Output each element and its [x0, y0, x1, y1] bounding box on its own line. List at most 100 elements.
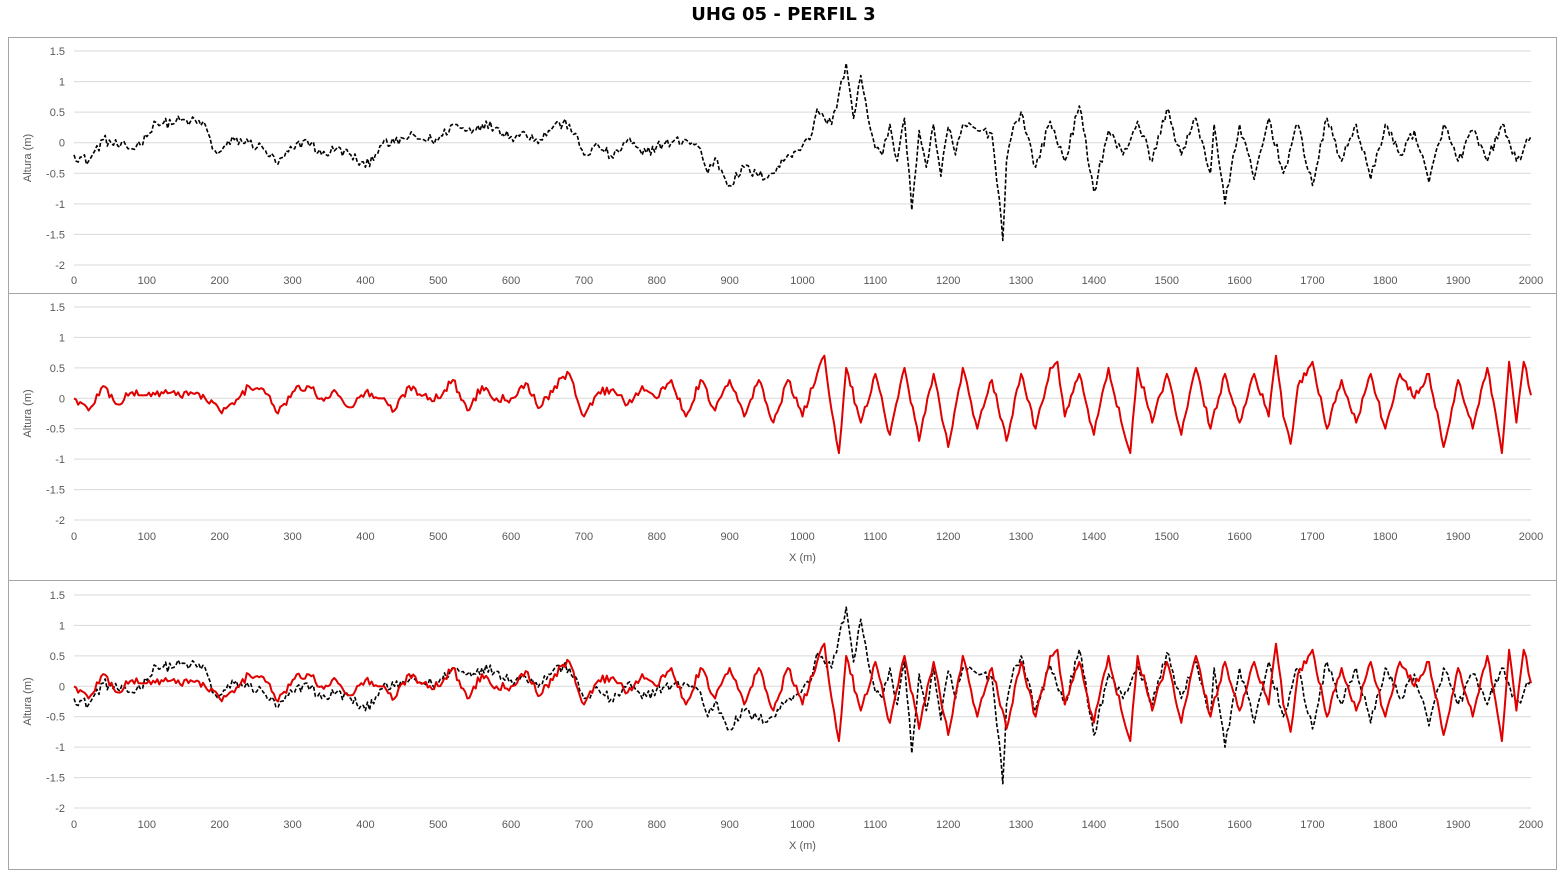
x-tick-label: 1000	[790, 819, 814, 831]
y-tick-label: -1.5	[46, 773, 65, 785]
y-tick-label: 0.5	[50, 107, 65, 119]
x-tick-label: 1400	[1082, 819, 1106, 831]
x-tick-label: 1800	[1373, 819, 1397, 831]
x-tick-label: 700	[575, 531, 593, 543]
y-axis-label: Altura (m)	[22, 389, 34, 437]
x-tick-label: 1500	[1155, 819, 1179, 831]
x-tick-label: 1100	[864, 275, 888, 287]
x-tick-label: 500	[429, 531, 447, 543]
series-line-red-solid	[73, 642, 1532, 743]
x-tick-label: 700	[575, 275, 593, 287]
series-line-black-dashed	[73, 606, 1532, 785]
x-tick-label: 600	[502, 819, 520, 831]
chart-panel-bottom: 1.5 1 0.5 0 -0.5 -1 -1.5 -2 0 100 200 300 400 500 600 7…	[8, 580, 1557, 870]
chart-panel-top: 1.5 1 0.5 0 -0.5 -1 -1.5 -2 0 100 200 300 400 500 600 7…	[8, 37, 1557, 294]
x-tick-label: 700	[575, 819, 593, 831]
x-tick-label: 400	[356, 275, 374, 287]
x-tick-label: 200	[211, 531, 229, 543]
x-tick-label: 0	[71, 819, 77, 831]
y-tick-label: -2	[55, 803, 65, 815]
x-tick-label: 1500	[1155, 531, 1179, 543]
x-tick-label: 1300	[1009, 531, 1033, 543]
series-line-red-solid	[73, 354, 1532, 455]
x-tick-label: 1300	[1009, 819, 1033, 831]
x-tick-label: 1900	[1446, 275, 1470, 287]
y-tick-label: -1.5	[46, 229, 65, 241]
y-tick-label: 1	[59, 620, 65, 632]
x-tick-label: 100	[138, 275, 156, 287]
x-tick-label: 0	[71, 275, 77, 287]
x-tick-label: 1200	[936, 531, 960, 543]
y-tick-label: 0	[59, 138, 65, 150]
x-tick-label: 2000	[1519, 531, 1543, 543]
chart-panel-middle: 1.5 1 0.5 0 -0.5 -1 -1.5 -2 0 100 200 300 400 500 600 7…	[8, 293, 1557, 581]
y-tick-label: 0	[59, 681, 65, 693]
x-tick-label: 300	[283, 531, 301, 543]
x-tick-label: 0	[71, 531, 77, 543]
x-axis-label: X (m)	[789, 840, 816, 852]
x-tick-label: 1200	[936, 275, 960, 287]
x-tick-label: 1000	[790, 275, 814, 287]
x-tick-label: 2000	[1519, 275, 1543, 287]
x-tick-label: 1400	[1082, 275, 1106, 287]
x-tick-label: 1300	[1009, 275, 1033, 287]
y-tick-label: -1	[55, 199, 65, 211]
y-tick-label: -1	[55, 454, 65, 466]
y-tick-label: 1	[59, 332, 65, 344]
y-axis-label: Altura (m)	[22, 134, 34, 182]
x-tick-label: 1700	[1300, 819, 1324, 831]
y-tick-label: 1.5	[50, 302, 65, 314]
chart-middle-plot: 1.5 1 0.5 0 -0.5 -1 -1.5 -2 0 100 200 300 400 500 600 7…	[22, 302, 1543, 564]
x-tick-label: 1400	[1082, 531, 1106, 543]
x-tick-label: 300	[283, 819, 301, 831]
x-tick-label: 100	[138, 819, 156, 831]
x-tick-label: 1900	[1446, 819, 1470, 831]
x-tick-label: 600	[502, 531, 520, 543]
x-tick-label: 800	[648, 275, 666, 287]
y-tick-label: -1.5	[46, 485, 65, 497]
x-tick-label: 1900	[1446, 531, 1470, 543]
x-tick-label: 1100	[864, 531, 888, 543]
x-tick-label: 200	[211, 275, 229, 287]
y-tick-label: -2	[55, 515, 65, 527]
x-tick-label: 800	[648, 531, 666, 543]
x-tick-label: 300	[283, 275, 301, 287]
y-tick-label: -0.5	[46, 168, 65, 180]
y-tick-label: 0.5	[50, 363, 65, 375]
y-tick-label: -1	[55, 742, 65, 754]
chart-top-plot: 1.5 1 0.5 0 -0.5 -1 -1.5 -2 0 100 200 300 400 500 600 7…	[22, 46, 1543, 287]
x-axis-label: X (m)	[789, 552, 816, 564]
x-tick-label: 1000	[790, 531, 814, 543]
y-tick-label: 1.5	[50, 590, 65, 602]
x-tick-label: 1600	[1227, 819, 1251, 831]
y-tick-label: -0.5	[46, 424, 65, 436]
x-tick-label: 600	[502, 275, 520, 287]
x-tick-label: 400	[356, 819, 374, 831]
x-tick-label: 500	[429, 275, 447, 287]
x-tick-label: 1100	[864, 819, 888, 831]
y-tick-label: 1.5	[50, 46, 65, 58]
x-tick-label: 1500	[1155, 275, 1179, 287]
x-tick-label: 400	[356, 531, 374, 543]
x-tick-label: 500	[429, 819, 447, 831]
x-tick-label: 1800	[1373, 531, 1397, 543]
y-axis-label: Altura (m)	[22, 677, 34, 725]
x-tick-label: 1700	[1300, 275, 1324, 287]
x-tick-label: 1600	[1227, 275, 1251, 287]
x-tick-label: 1200	[936, 819, 960, 831]
y-tick-label: 1	[59, 77, 65, 89]
y-tick-label: 0	[59, 393, 65, 405]
series-line-black-dashed	[73, 62, 1532, 242]
y-tick-label: 0.5	[50, 651, 65, 663]
x-tick-label: 900	[720, 531, 738, 543]
y-tick-label: -0.5	[46, 712, 65, 724]
x-tick-label: 100	[138, 531, 156, 543]
x-tick-label: 2000	[1519, 819, 1543, 831]
x-tick-label: 900	[720, 819, 738, 831]
x-tick-label: 200	[211, 819, 229, 831]
x-tick-label: 900	[720, 275, 738, 287]
x-tick-label: 1800	[1373, 275, 1397, 287]
x-tick-label: 1700	[1300, 531, 1324, 543]
x-tick-label: 1600	[1227, 531, 1251, 543]
chart-title: UHG 05 - PERFIL 3	[691, 4, 876, 25]
